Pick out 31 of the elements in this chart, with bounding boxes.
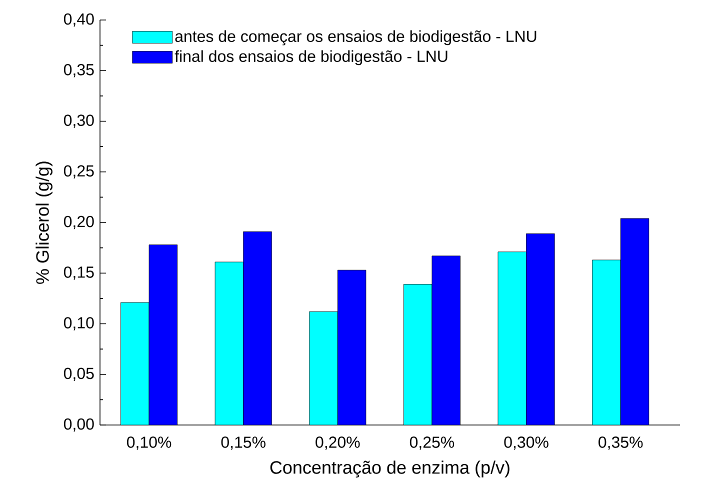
bar <box>120 302 150 425</box>
bar <box>214 262 244 425</box>
bar <box>309 311 338 425</box>
y-tick-label: 0,05 <box>64 368 94 381</box>
bar <box>432 256 460 425</box>
y-tick-label: 0,00 <box>64 418 94 432</box>
x-tick-label: 0,20% <box>316 436 360 450</box>
bar <box>620 218 650 425</box>
x-tick-label: 0,25% <box>410 436 454 450</box>
y-axis-title: % Glicerol (g/g) <box>36 162 52 284</box>
x-tick-label: 0,35% <box>598 436 643 450</box>
legend-label: antes de começar os ensaios de biodigestão - LNU <box>175 30 536 46</box>
y-tick-label: 0,15 <box>64 266 94 280</box>
x-tick-label: 0,15% <box>221 436 266 450</box>
x-axis-title: Concentração de enzima (p/v) <box>270 460 510 478</box>
bar <box>526 233 555 425</box>
y-tick-label: 0,20 <box>64 216 94 230</box>
y-tick-label: 0,10 <box>64 317 94 330</box>
bar <box>403 284 432 425</box>
y-tick-label: 0,25 <box>64 165 94 178</box>
bar <box>243 231 272 425</box>
bar <box>337 270 366 425</box>
bar <box>592 260 621 425</box>
x-tick-label: 0,30% <box>504 436 548 450</box>
bar <box>148 244 178 425</box>
x-tick-label: 0,10% <box>126 436 172 450</box>
y-tick-label: 0,30 <box>64 114 94 128</box>
y-tick-label: 0,35 <box>64 64 94 78</box>
bar <box>498 252 526 425</box>
legend-label: final dos ensaios de biodigestão - LNU <box>174 50 448 66</box>
y-tick-label: 0,40 <box>64 13 94 27</box>
